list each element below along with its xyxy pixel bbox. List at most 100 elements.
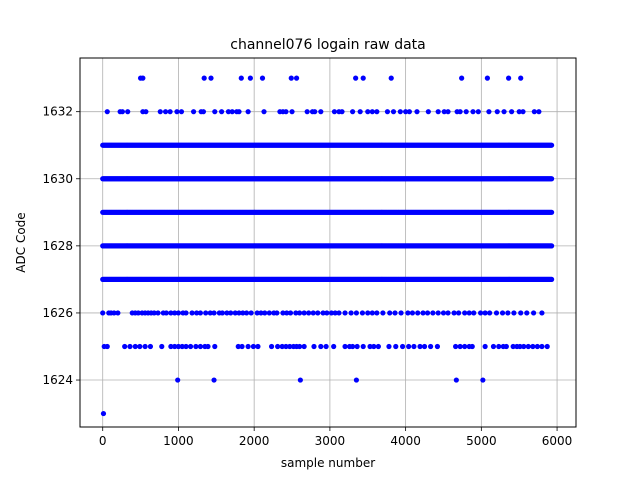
data-point bbox=[183, 343, 189, 350]
data-point bbox=[208, 75, 214, 81]
data-point bbox=[219, 109, 225, 115]
data-point bbox=[111, 310, 117, 316]
data-point bbox=[297, 343, 303, 350]
data-point bbox=[417, 343, 423, 350]
data-point bbox=[462, 343, 468, 350]
x-tick-label: 0 bbox=[99, 434, 107, 448]
data-point bbox=[236, 310, 242, 316]
data-point bbox=[510, 343, 516, 350]
data-point bbox=[517, 343, 523, 350]
data-point bbox=[194, 310, 200, 316]
data-point bbox=[331, 343, 337, 350]
data-point bbox=[353, 310, 359, 316]
data-point bbox=[342, 310, 348, 316]
data-point bbox=[466, 310, 472, 316]
data-point bbox=[440, 310, 447, 316]
x-tick-label: 3000 bbox=[315, 434, 346, 448]
data-point bbox=[503, 343, 509, 350]
data-point bbox=[247, 75, 253, 81]
data-point bbox=[482, 310, 488, 316]
data-point bbox=[530, 310, 537, 316]
data-point bbox=[509, 109, 515, 115]
data-point bbox=[403, 109, 409, 115]
data-point bbox=[332, 310, 338, 316]
data-point bbox=[275, 343, 281, 350]
data-point bbox=[367, 343, 373, 350]
data-point bbox=[375, 343, 381, 350]
data-point bbox=[289, 109, 295, 115]
data-point bbox=[390, 109, 397, 115]
data-point bbox=[525, 343, 531, 350]
data-point bbox=[142, 343, 148, 350]
data-point bbox=[392, 310, 398, 316]
data-point bbox=[357, 109, 363, 115]
data-point bbox=[536, 109, 542, 115]
data-point bbox=[530, 343, 536, 350]
data-point bbox=[254, 310, 260, 316]
data-point bbox=[104, 343, 110, 350]
data-point bbox=[506, 75, 512, 81]
data-point bbox=[151, 310, 157, 316]
data-point bbox=[371, 343, 377, 350]
data-point bbox=[318, 343, 324, 350]
data-point bbox=[297, 310, 303, 316]
data-point bbox=[475, 109, 481, 115]
data-point bbox=[520, 109, 526, 115]
data-point bbox=[140, 75, 146, 81]
data-point bbox=[197, 310, 203, 316]
data-point bbox=[539, 310, 545, 316]
data-point bbox=[415, 310, 421, 316]
data-point bbox=[406, 343, 412, 350]
data-point bbox=[274, 310, 280, 316]
data-point bbox=[236, 109, 242, 115]
data-point bbox=[297, 377, 303, 383]
data-point bbox=[469, 343, 475, 350]
data-point bbox=[174, 109, 180, 115]
data-point bbox=[457, 109, 463, 115]
data-point bbox=[549, 276, 555, 282]
data-point bbox=[238, 75, 244, 81]
data-point bbox=[189, 310, 195, 316]
data-point bbox=[280, 310, 286, 316]
data-point bbox=[201, 75, 207, 81]
data-point bbox=[386, 343, 392, 350]
data-point bbox=[235, 343, 241, 350]
data-point bbox=[301, 310, 307, 316]
data-point bbox=[168, 310, 174, 316]
data-point bbox=[304, 109, 310, 115]
data-point bbox=[369, 310, 375, 316]
data-point bbox=[339, 109, 345, 115]
data-point bbox=[484, 75, 490, 81]
data-point bbox=[387, 310, 393, 316]
data-point bbox=[365, 109, 371, 115]
data-point bbox=[534, 343, 540, 350]
data-point bbox=[380, 310, 386, 316]
data-point bbox=[244, 310, 250, 316]
data-point bbox=[147, 343, 154, 350]
data-point bbox=[409, 310, 416, 316]
data-point bbox=[406, 109, 412, 115]
data-point bbox=[240, 310, 246, 316]
data-point bbox=[435, 310, 441, 316]
data-point bbox=[172, 310, 178, 316]
data-point bbox=[353, 75, 359, 81]
data-point bbox=[501, 109, 507, 115]
data-point bbox=[127, 343, 133, 350]
data-point bbox=[471, 310, 477, 316]
data-point bbox=[451, 310, 457, 316]
data-point bbox=[212, 109, 218, 115]
data-point bbox=[122, 343, 128, 350]
data-point bbox=[369, 109, 375, 115]
data-point bbox=[397, 109, 403, 115]
data-point bbox=[283, 109, 289, 115]
data-point bbox=[354, 343, 360, 350]
data-point bbox=[135, 310, 141, 316]
data-point bbox=[311, 343, 317, 350]
plot-frame bbox=[79, 57, 577, 428]
data-point bbox=[428, 343, 434, 350]
data-point bbox=[434, 343, 441, 350]
x-tick-label: 1000 bbox=[163, 434, 194, 448]
y-tick-label: 1628 bbox=[42, 239, 73, 253]
data-point bbox=[315, 310, 321, 316]
data-point bbox=[203, 310, 209, 316]
